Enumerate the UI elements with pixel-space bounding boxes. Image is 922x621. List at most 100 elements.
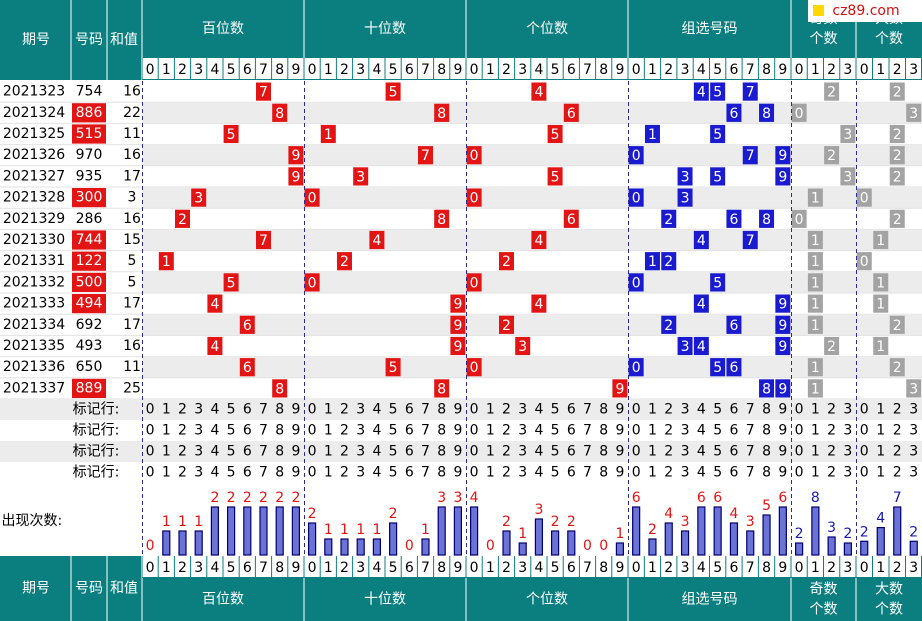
group-marker: 5 (713, 85, 722, 101)
count-bar (762, 514, 771, 556)
mark-digit: 6 (729, 465, 738, 481)
mark-digit: 1 (811, 444, 820, 460)
mark-digit: 0 (860, 402, 869, 418)
digit-label: 0 (795, 560, 804, 576)
count-bar (372, 538, 381, 556)
mark-digit: 2 (827, 444, 836, 460)
mark-digit: 8 (599, 423, 608, 439)
digit-label: 8 (275, 560, 284, 576)
units-marker-box (531, 294, 547, 313)
mark-digit: 6 (243, 465, 252, 481)
mark-digit: 3 (681, 423, 690, 439)
count-bar (308, 522, 317, 556)
count-bar (811, 506, 820, 556)
mark-digit: 6 (243, 423, 252, 439)
mark-digit: 2 (893, 444, 902, 460)
tens-marker: 8 (437, 106, 446, 122)
tens-marker: 5 (389, 85, 398, 101)
group-marker-box (661, 252, 677, 271)
group-marker: 8 (762, 381, 771, 397)
units-marker-box (466, 146, 482, 165)
mark-digit: 2 (340, 465, 349, 481)
hundreds-marker-box (272, 103, 288, 122)
header-issue: 期号 (22, 581, 50, 597)
row-stripe (142, 356, 922, 378)
number-highlight (72, 230, 106, 250)
digit-label: 2 (827, 560, 836, 576)
count-label: 3 (453, 490, 462, 506)
mark-digit: 7 (259, 423, 268, 439)
odd-marker-box (807, 294, 823, 313)
digit-label: 4 (697, 560, 706, 576)
number: 889 (76, 380, 103, 396)
mark-digit: 7 (421, 444, 430, 460)
tens-marker: 8 (437, 381, 446, 397)
group-marker: 0 (632, 191, 641, 207)
mark-digit: 0 (795, 423, 804, 439)
big-marker: 0 (860, 191, 869, 207)
count-label: 1 (324, 522, 333, 538)
footer-bg (0, 578, 922, 621)
mark-digit: 2 (178, 444, 187, 460)
odd-marker-box (824, 336, 840, 356)
group-marker: 8 (762, 106, 771, 122)
header-group: 十位数 (364, 592, 406, 608)
mark-digit: 0 (632, 444, 641, 460)
group-marker-box (693, 230, 709, 250)
count-bar (518, 542, 527, 556)
group-marker-box (710, 358, 726, 377)
group-marker: 3 (681, 191, 690, 207)
group-marker: 9 (778, 381, 787, 397)
digit-label: 5 (389, 560, 398, 576)
mark-digit: 3 (518, 465, 527, 481)
digit-label: 2 (502, 62, 511, 78)
digit-label: 9 (453, 62, 462, 78)
mark-digit: 2 (664, 444, 673, 460)
hundreds-marker-box (239, 358, 255, 377)
sum: 17 (123, 296, 141, 312)
issue: 2021331 (3, 253, 65, 269)
group-marker-box (742, 230, 758, 250)
mark-digit: 8 (437, 444, 446, 460)
mark-digit: 6 (729, 444, 738, 460)
group-marker-box (710, 124, 726, 144)
group-marker-box (693, 82, 709, 101)
issue: 2021333 (3, 296, 65, 312)
mark-digit: 2 (827, 465, 836, 481)
mark-digit: 1 (876, 423, 885, 439)
group-marker: 4 (697, 233, 706, 249)
digit-label: 2 (664, 62, 673, 78)
issue: 2021337 (3, 380, 65, 396)
mark-digit: 3 (194, 423, 203, 439)
group-marker: 5 (713, 127, 722, 143)
digit-label: 9 (778, 62, 787, 78)
units-marker-box (547, 124, 563, 144)
digit-label: 5 (227, 560, 236, 576)
digit-label: 3 (909, 62, 918, 78)
big-marker: 0 (860, 254, 869, 270)
sum: 11 (123, 359, 141, 375)
mark-digit: 8 (275, 423, 284, 439)
odd-marker: 3 (843, 127, 852, 143)
digit-label: 7 (421, 62, 430, 78)
count-bar (243, 506, 252, 556)
sum: 5 (128, 253, 137, 269)
mark-digit: 2 (664, 402, 673, 418)
count-label: 2 (389, 506, 398, 522)
sum: 16 (123, 84, 141, 100)
odd-marker-box (824, 82, 840, 101)
count-label: 3 (534, 502, 543, 518)
count-label: 1 (615, 526, 624, 542)
digit-label: 2 (893, 560, 902, 576)
sum: 17 (123, 168, 141, 184)
mark-digit: 5 (713, 423, 722, 439)
sum: 16 (123, 211, 141, 227)
mark-digit: 2 (502, 402, 511, 418)
digit-label: 0 (632, 560, 641, 576)
odd-marker-box (807, 273, 823, 292)
count-label: 7 (893, 490, 902, 506)
units-marker: 4 (534, 233, 543, 249)
sum: 3 (128, 190, 137, 206)
big-marker: 3 (909, 106, 918, 122)
count-bar (615, 542, 625, 556)
